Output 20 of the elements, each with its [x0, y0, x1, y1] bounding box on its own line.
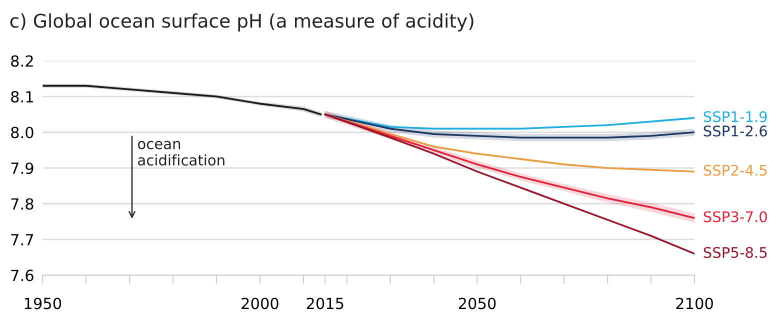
y-tick-label: 8.2: [11, 55, 33, 67]
series-label: SSP1-1.9: [704, 111, 767, 122]
y-tick-label: 7.6: [11, 270, 34, 282]
x-tick-label: 1950: [24, 298, 62, 310]
y-tick-label: 7.9: [11, 162, 34, 174]
y-tick-label: 7.7: [11, 234, 34, 246]
series-label: SSP1-2.6: [704, 125, 767, 136]
chart-title: c) Global ocean surface pH (a measure of acidity): [10, 13, 474, 32]
line-series: [324, 113, 695, 255]
annotation: ocean acidification: [138, 140, 224, 166]
y-tick-label: 7.8: [11, 198, 34, 210]
y-tick-label: 8.0: [11, 126, 34, 138]
x-tick-label: 2015: [306, 298, 344, 310]
x-tick-label: 2000: [242, 298, 278, 310]
x-tick-label: 2100: [676, 298, 713, 310]
series-label: SSP3-7.0: [704, 211, 767, 222]
x-tick-label: 2050: [458, 298, 496, 310]
series-label: SSP2-4.5: [704, 164, 767, 176]
series-label: SSP5-8.5: [704, 246, 767, 258]
y-tick-label: 8.1: [11, 91, 33, 103]
